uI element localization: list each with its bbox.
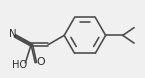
Text: HO: HO <box>12 60 27 70</box>
Text: N: N <box>9 29 17 39</box>
Text: O: O <box>36 57 45 67</box>
